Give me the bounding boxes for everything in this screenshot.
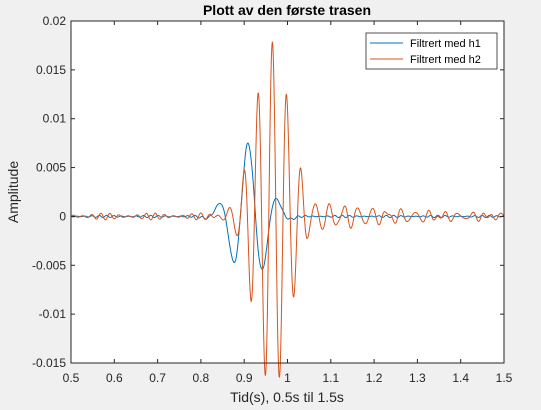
x-tick-label: 1.2 — [366, 371, 383, 385]
x-tick-label: 1.3 — [409, 371, 426, 385]
y-tick-label: 0 — [59, 209, 66, 223]
chart-title: Plott av den første trasen — [203, 2, 371, 18]
x-tick-label: 0.8 — [193, 371, 210, 385]
x-tick-label: 0.6 — [106, 371, 123, 385]
x-tick-label: 1.5 — [496, 371, 513, 385]
x-tick-label: 1 — [284, 371, 291, 385]
legend-label-h1: Filtrert med h1 — [410, 38, 481, 50]
y-tick-label: 0.015 — [36, 63, 66, 77]
y-tick-label: -0.01 — [39, 307, 67, 321]
plot-area — [71, 21, 504, 363]
legend-label-h2: Filtrert med h2 — [410, 54, 481, 66]
x-tick-label: 1.4 — [452, 371, 469, 385]
y-tick-label: 0.005 — [36, 161, 66, 175]
x-tick-label: 1.1 — [322, 371, 339, 385]
legend[interactable]: Filtrert med h1 Filtrert med h2 — [366, 33, 497, 69]
x-tick-label: 0.9 — [236, 371, 253, 385]
y-tick-label: 0.02 — [43, 14, 67, 28]
x-tick-label: 0.5 — [63, 371, 80, 385]
y-tick-label: -0.015 — [32, 356, 66, 370]
y-axis-label: Amplitude — [5, 161, 21, 223]
x-axis-label: Tid(s), 0.5s til 1.5s — [230, 389, 344, 405]
y-tick-label: 0.01 — [43, 112, 67, 126]
x-tick-label: 0.7 — [149, 371, 166, 385]
y-tick-label: -0.005 — [32, 258, 66, 272]
